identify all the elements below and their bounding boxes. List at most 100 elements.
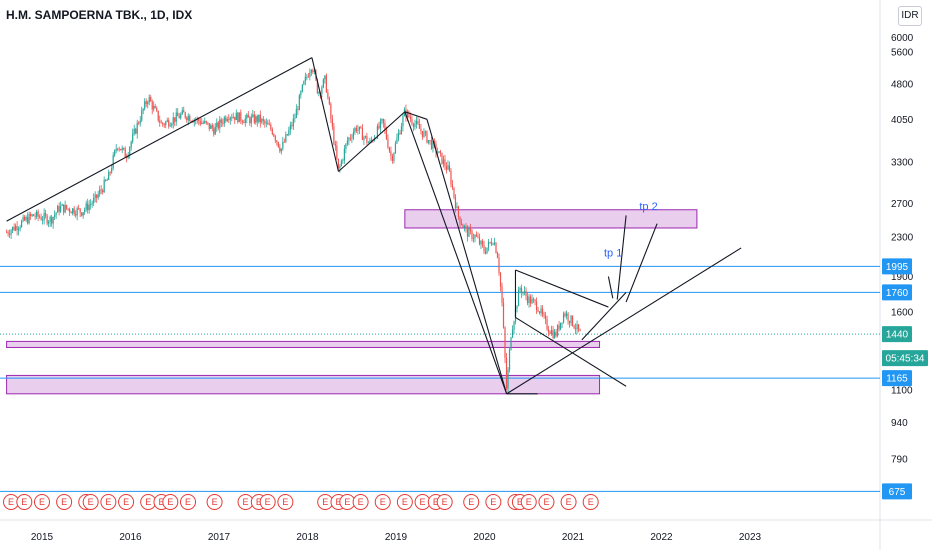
y-tick-label: 1600 <box>891 308 914 319</box>
candle-body <box>273 133 275 137</box>
earnings-event-circle <box>520 494 537 510</box>
candle-body <box>363 137 365 141</box>
candle-body <box>139 120 141 124</box>
candle-body <box>522 292 524 294</box>
candle-body <box>333 126 335 144</box>
candle-body <box>357 129 359 131</box>
candle-body <box>214 126 216 135</box>
earnings-event-circle <box>162 494 179 510</box>
candle-body <box>396 138 398 144</box>
candle-body <box>226 119 228 121</box>
earnings-event-marker[interactable]: E <box>34 494 50 510</box>
earnings-event-marker[interactable]: E <box>560 494 577 510</box>
candle-body <box>537 310 539 312</box>
earnings-event-marker[interactable]: E <box>3 494 20 510</box>
earnings-event-marker[interactable]: E <box>485 494 502 510</box>
candle-body <box>82 212 84 216</box>
earnings-event-marker[interactable]: E <box>82 494 99 510</box>
candle-body <box>255 116 257 123</box>
earnings-event-label: E <box>256 497 262 507</box>
candle-body <box>423 131 425 137</box>
earnings-event-marker[interactable]: E <box>463 494 480 510</box>
candle-body <box>495 242 497 254</box>
candle-body <box>303 81 305 85</box>
earnings-event-marker[interactable]: E <box>100 494 117 510</box>
earnings-event-marker[interactable]: E <box>436 494 453 510</box>
candle-body <box>76 208 78 216</box>
candle-body <box>457 206 460 217</box>
earnings-event-marker[interactable]: E <box>259 494 276 510</box>
candle-body <box>450 170 452 185</box>
earnings-event-marker[interactable]: E <box>317 494 334 510</box>
earnings-event-marker[interactable]: E <box>118 494 135 510</box>
supply-demand-zone <box>6 374 601 395</box>
candle-body <box>525 291 527 297</box>
earnings-event-circle <box>485 494 502 510</box>
earnings-event-label: E <box>433 497 439 507</box>
candle-body <box>70 211 72 214</box>
earnings-event-marker[interactable]: E <box>339 494 356 510</box>
target-annotation: tp 1 <box>604 248 622 260</box>
candle-body <box>22 216 24 221</box>
candle-body <box>523 291 526 293</box>
candle-body <box>355 127 357 131</box>
candle-body <box>244 118 246 124</box>
candle-body <box>346 140 348 144</box>
candle-body <box>103 179 105 193</box>
candle-body <box>360 126 362 129</box>
earnings-event-marker[interactable]: E <box>374 494 391 510</box>
earnings-event-marker[interactable]: E <box>237 494 254 510</box>
candle-body <box>115 148 117 151</box>
price-badge-label: 1440 <box>886 330 909 341</box>
candle-body <box>151 101 153 110</box>
earnings-event-marker[interactable]: E <box>180 494 197 510</box>
candle-body <box>99 189 101 195</box>
earnings-event-marker[interactable]: E <box>520 494 537 510</box>
earnings-event-marker[interactable]: E <box>56 494 73 510</box>
candle-body <box>267 122 269 125</box>
candle-body <box>499 272 502 287</box>
candle-body <box>307 76 309 78</box>
candle-body <box>7 232 9 235</box>
earnings-event-label: E <box>335 497 341 507</box>
earnings-event-marker[interactable]: E <box>582 494 599 510</box>
trendline <box>581 292 627 341</box>
candle-body <box>163 124 165 126</box>
candle-body <box>261 118 263 123</box>
earnings-event-marker[interactable]: E <box>396 494 413 510</box>
candle-body <box>466 227 469 237</box>
candle-body <box>240 112 242 121</box>
earnings-event-marker[interactable]: E <box>277 494 294 510</box>
candle-body <box>406 111 409 118</box>
countdown-label: 05:45:34 <box>886 354 925 365</box>
candle-body <box>94 194 96 198</box>
candle-body <box>34 216 36 217</box>
earnings-event-marker[interactable]: E <box>352 494 369 510</box>
candle-body <box>318 92 320 94</box>
candle-body <box>160 122 162 124</box>
candle-body <box>565 313 568 316</box>
y-tick-label: 790 <box>891 454 908 465</box>
earnings-event-marker[interactable]: E <box>140 494 157 510</box>
candle-body <box>124 148 126 158</box>
earnings-event-marker[interactable]: E <box>16 494 33 510</box>
candle-body <box>106 179 108 181</box>
candle-body <box>288 130 290 136</box>
candle-body <box>262 118 264 121</box>
candle-body <box>501 286 503 303</box>
candle-body <box>109 172 111 174</box>
earnings-event-marker[interactable]: E <box>538 494 555 510</box>
candle-body <box>216 122 218 127</box>
candle-body <box>111 168 113 173</box>
currency-button[interactable]: IDR <box>898 6 922 26</box>
earnings-event-marker[interactable]: E <box>206 494 223 510</box>
earnings-event-marker[interactable]: E <box>414 494 431 510</box>
candle-body <box>208 123 210 129</box>
candle-body <box>393 153 395 161</box>
earnings-event-marker[interactable]: E <box>162 494 179 510</box>
earnings-event-label: E <box>21 497 27 507</box>
candle-body <box>102 190 104 193</box>
earnings-event-circle <box>34 494 50 510</box>
candle-body <box>478 237 481 245</box>
